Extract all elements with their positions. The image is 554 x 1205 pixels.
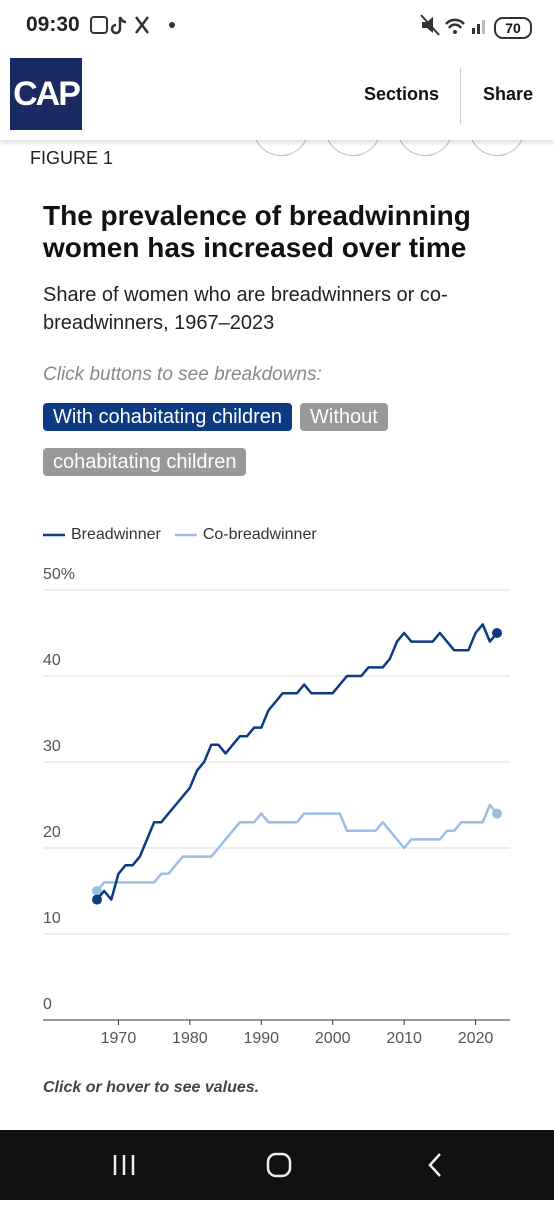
y-tick-label: 30 xyxy=(43,738,61,755)
series-line xyxy=(96,623,498,901)
nav-link[interactable]: Share xyxy=(483,84,534,104)
x-tick-label: 1990 xyxy=(243,1030,279,1047)
chart-note: Click or hover to see values. xyxy=(43,1079,260,1096)
x-tick-label: 2000 xyxy=(315,1030,351,1047)
status-icons xyxy=(90,16,175,35)
chart-subtitle: Share of women who are breadwinners or c… xyxy=(43,284,448,334)
battery: 70 xyxy=(494,17,532,39)
end-point xyxy=(92,894,102,905)
status-signal xyxy=(420,14,485,36)
y-tick-label: 0 xyxy=(43,996,52,1013)
status-time: 09:30 xyxy=(26,13,80,36)
x-tick-label: 2020 xyxy=(458,1030,494,1047)
y-tick-label: 20 xyxy=(43,824,61,841)
nav-bar xyxy=(0,1130,554,1200)
logo[interactable]: CAP xyxy=(10,58,82,130)
nav-icons xyxy=(113,1152,441,1178)
button-group: With cohabitating children Without cohabi… xyxy=(43,395,423,485)
y-tick-label: 50% xyxy=(43,566,75,583)
legend-label: Breadwinner xyxy=(71,526,162,543)
status-bar: 09:30 70 xyxy=(0,0,554,48)
y-tick-label: 40 xyxy=(43,652,61,669)
y-tick-label: 10 xyxy=(43,910,61,927)
legend-label: Co-breadwinner xyxy=(203,526,318,543)
nav-link[interactable]: Sections xyxy=(364,84,440,104)
end-point xyxy=(92,886,102,896)
site-header: CAP Sections Share xyxy=(0,48,554,140)
end-point xyxy=(492,808,502,819)
chart-title: The prevalence of breadwinning women has… xyxy=(43,200,471,263)
divider xyxy=(460,68,461,124)
x-tick-label: 2010 xyxy=(386,1030,422,1047)
figure-label: FIGURE 1 xyxy=(30,148,114,168)
end-point xyxy=(492,628,502,638)
toggle-button[interactable]: With cohabitating children xyxy=(43,403,293,431)
x-tick-label: 1970 xyxy=(101,1030,137,1047)
chart: 0 10 20 30 40 50% 1970 1980 1990 2000 2010 2020 Brea… xyxy=(43,526,510,1047)
series-line xyxy=(96,803,498,892)
prompt: Click buttons to see breakdowns: xyxy=(43,364,322,385)
x-tick-label: 1980 xyxy=(172,1030,208,1047)
